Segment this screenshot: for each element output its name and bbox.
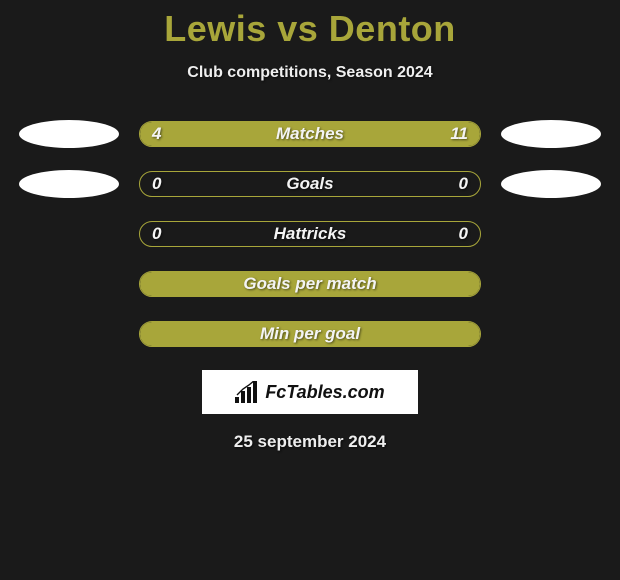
stat-row: Min per goal (0, 320, 620, 348)
stat-row: Goals0 0 (0, 170, 620, 198)
fctables-logo-icon (235, 381, 261, 403)
stat-value-left: 4 (152, 122, 161, 146)
player-right-ellipse (501, 170, 601, 198)
spacer (19, 220, 119, 248)
stat-label: Goals (140, 172, 480, 196)
spacer (501, 270, 601, 298)
stat-rows: Matches411Goals00Hattricks00Goals per ma… (0, 120, 620, 348)
stat-row: Goals per match (0, 270, 620, 298)
stat-bar: Hattricks0 0 (139, 221, 481, 247)
stat-value-right: 0 (459, 222, 468, 246)
stat-bar: Matches4 11 (139, 121, 481, 147)
stat-row: Matches4 11 (0, 120, 620, 148)
stat-value-left: 0 (152, 222, 161, 246)
stat-bar: Min per goal (139, 321, 481, 347)
spacer (19, 320, 119, 348)
date-text: 25 september 2024 (0, 432, 620, 452)
stat-value-left: 0 (152, 172, 161, 196)
spacer (19, 270, 119, 298)
player-left-ellipse (19, 170, 119, 198)
page-title: Lewis vs Denton (0, 0, 620, 50)
stat-label: Goals per match (140, 272, 480, 296)
subtitle: Club competitions, Season 2024 (0, 64, 620, 82)
stat-value-right: 0 (459, 172, 468, 196)
spacer (501, 320, 601, 348)
stat-value-right: 11 (450, 122, 468, 146)
spacer (501, 220, 601, 248)
stat-label: Matches (140, 122, 480, 146)
logo-box: FcTables.com (202, 370, 418, 414)
stat-bar: Goals0 0 (139, 171, 481, 197)
stat-label: Min per goal (140, 322, 480, 346)
stat-bar: Goals per match (139, 271, 481, 297)
logo-text: FcTables.com (265, 382, 384, 403)
stat-row: Hattricks0 0 (0, 220, 620, 248)
stat-label: Hattricks (140, 222, 480, 246)
player-right-ellipse (501, 120, 601, 148)
player-left-ellipse (19, 120, 119, 148)
